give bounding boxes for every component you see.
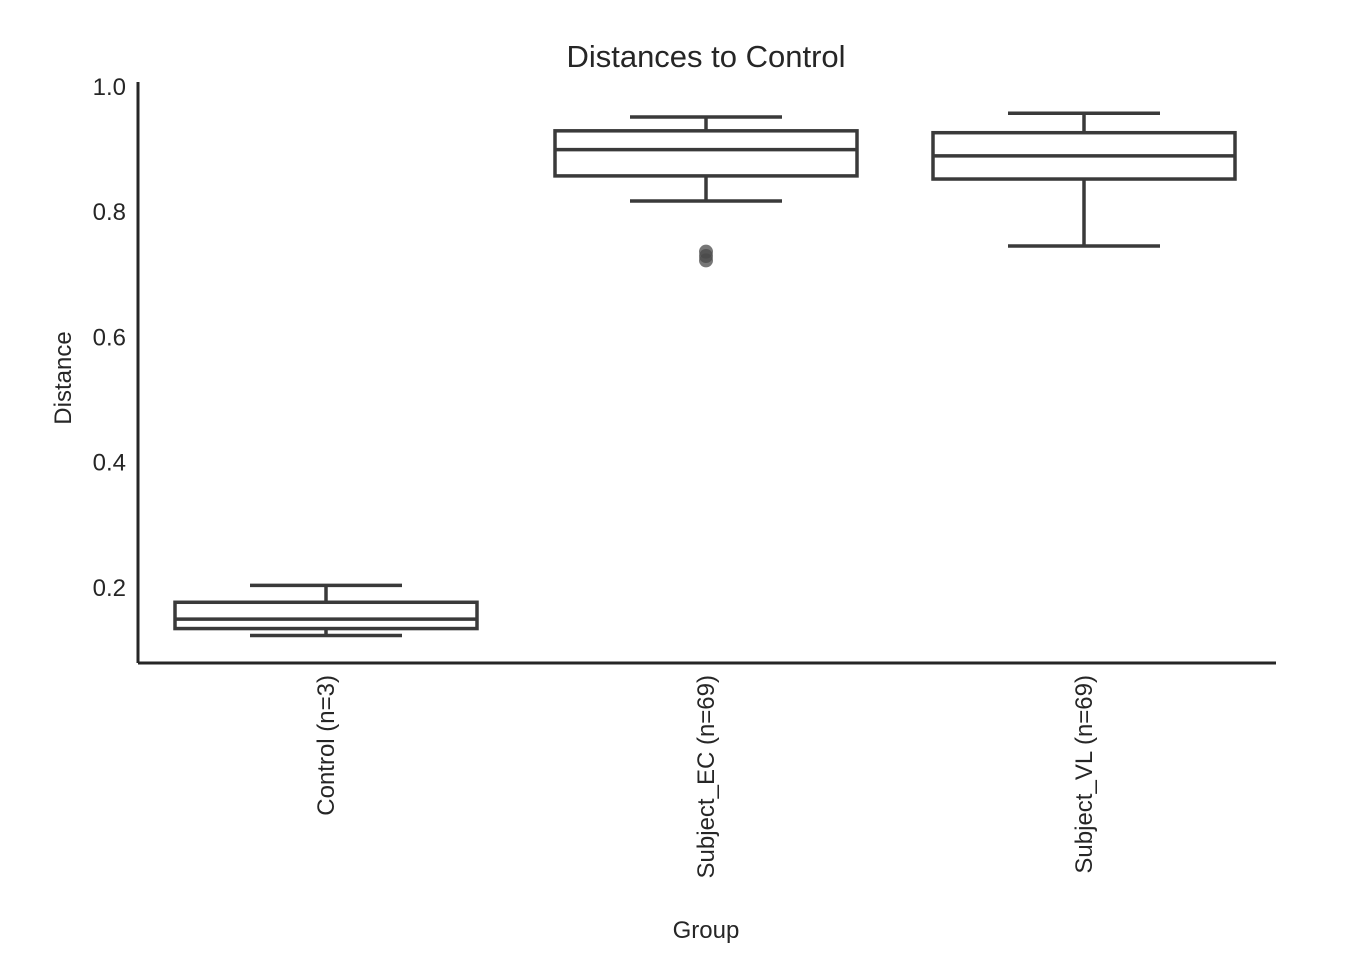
box-group [931,111,1237,248]
y-tick-labels: 0.2 0.4 0.6 0.8 1.0 [93,74,126,602]
y-tick-label: 1.0 [93,74,126,101]
box-plot-series [173,111,1237,638]
y-tick-label: 0.4 [93,450,126,477]
y-axis-label: Distance [50,331,77,424]
chart-title: Distances to Control [566,39,845,74]
y-tick-label: 0.6 [93,324,126,351]
x-tick-label: Subject_EC (n=69) [693,675,720,878]
x-tick-label: Control (n=3) [313,675,340,816]
box-iqr [553,129,859,178]
outlier-point [699,253,713,268]
box-iqr [173,600,479,631]
x-axis-label: Group [673,917,740,944]
box-group [553,115,859,268]
x-tick-labels: Control (n=3) Subject_EC (n=69) Subject_VL… [313,675,1098,878]
y-tick-label: 0.2 [93,575,126,602]
y-tick-label: 0.8 [93,199,126,226]
x-tick-label: Subject_VL (n=69) [1071,675,1098,874]
box-group [173,583,479,638]
